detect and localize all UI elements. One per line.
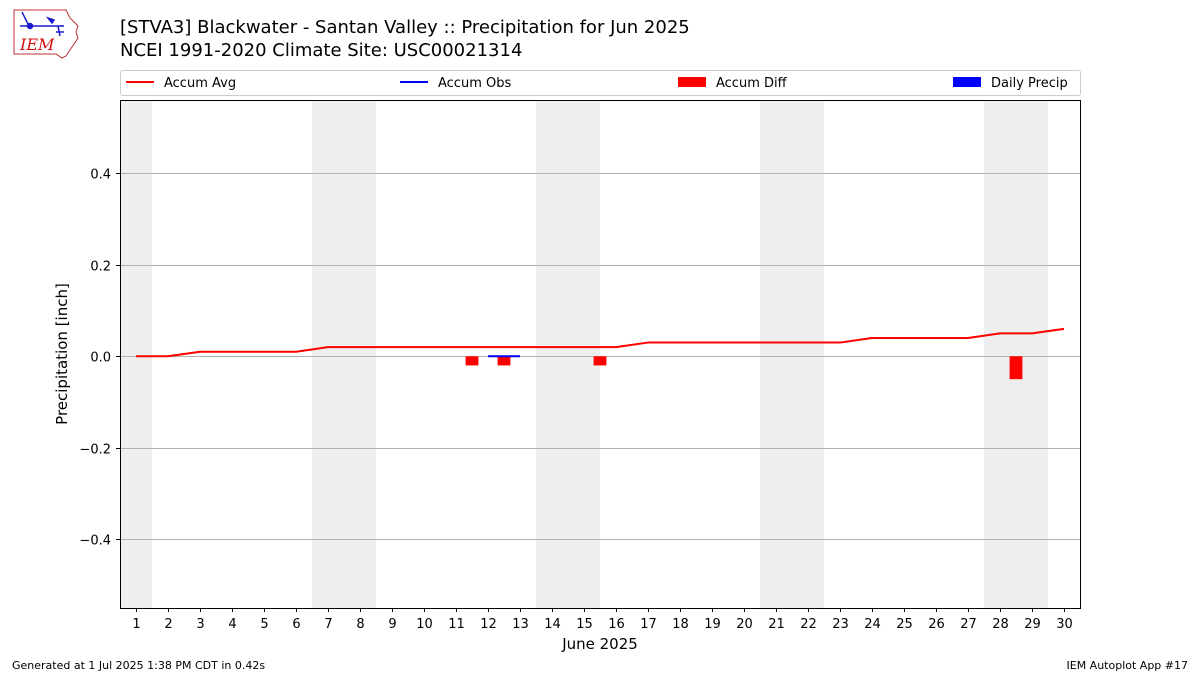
- y-tick-label: −0.4: [79, 534, 111, 549]
- x-tick-label: 26: [928, 617, 945, 632]
- x-tick-label: 23: [832, 617, 849, 632]
- x-tick-label: 20: [736, 617, 753, 632]
- weekend-band: [344, 100, 376, 608]
- x-tick-label: 24: [864, 617, 881, 632]
- x-tick-label: 11: [448, 617, 465, 632]
- x-tick-label: 9: [388, 617, 396, 632]
- weekend-band: [312, 100, 344, 608]
- x-tick-label: 8: [356, 617, 364, 632]
- weekend-band: [984, 100, 1016, 608]
- chart-title: [STVA3] Blackwater - Santan Valley :: Pr…: [120, 17, 690, 38]
- x-tick-label: 14: [544, 617, 561, 632]
- y-axis-label: Precipitation [inch]: [53, 283, 71, 425]
- x-tick-label: 1: [132, 617, 140, 632]
- weekend-shading: [120, 100, 1048, 608]
- weekend-band: [760, 100, 792, 608]
- x-tick-label: 29: [1024, 617, 1041, 632]
- x-tick-label: 10: [416, 617, 433, 632]
- chart-subtitle: NCEI 1991-2020 Climate Site: USC00021314: [120, 40, 523, 61]
- legend-label-accum-obs: Accum Obs: [438, 76, 511, 91]
- x-tick-label: 6: [292, 617, 300, 632]
- x-tick-label: 19: [704, 617, 721, 632]
- series-lines: [136, 327, 1065, 358]
- x-tick-label: 30: [1056, 617, 1073, 632]
- accum-diff-bars: [465, 356, 1023, 380]
- x-tick-label: 18: [672, 617, 689, 632]
- weekend-band: [1016, 100, 1048, 608]
- legend-label-accum-avg: Accum Avg: [164, 76, 236, 91]
- footer-generated-text: Generated at 1 Jul 2025 1:38 PM CDT in 0…: [12, 659, 266, 672]
- y-tick-label: 0.4: [90, 168, 111, 183]
- x-tick-label: 21: [768, 617, 785, 632]
- grid-lines: [120, 173, 1080, 540]
- x-tick-label: 4: [228, 617, 236, 632]
- legend-swatch-daily-precip: [953, 77, 981, 87]
- legend-label-daily-precip: Daily Precip: [991, 76, 1068, 91]
- y-axis: −0.4 −0.2 0.0 0.2 0.4: [79, 168, 120, 549]
- x-tick-label: 16: [608, 617, 625, 632]
- legend-frame: [120, 70, 1081, 96]
- x-tick-label: 7: [324, 617, 332, 632]
- x-tick-label: 3: [196, 617, 204, 632]
- weekend-band: [120, 100, 152, 608]
- accum-diff-bar: [593, 356, 607, 366]
- iem-logo: IEM: [13, 9, 79, 59]
- accum-diff-bar: [497, 356, 511, 366]
- x-tick-label: 27: [960, 617, 977, 632]
- x-tick-label: 15: [576, 617, 593, 632]
- logo-text: IEM: [19, 35, 55, 54]
- y-tick-label: 0.0: [90, 351, 111, 366]
- weather-instrument-icon: [20, 11, 64, 37]
- x-tick-label: 13: [512, 617, 529, 632]
- x-axis-label: June 2025: [561, 635, 638, 653]
- accum-diff-bar: [465, 356, 479, 366]
- y-tick-label: 0.2: [90, 260, 111, 275]
- plot-frame: [120, 100, 1081, 609]
- footer-app-text: IEM Autoplot App #17: [1066, 659, 1189, 672]
- weekend-band: [568, 100, 600, 608]
- legend-label-accum-diff: Accum Diff: [716, 76, 788, 91]
- x-tick-label: 28: [992, 617, 1009, 632]
- x-tick-label: 2: [164, 617, 172, 632]
- x-tick-label: 22: [800, 617, 817, 632]
- x-tick-label: 12: [480, 617, 497, 632]
- weekend-band: [536, 100, 568, 608]
- x-tick-label: 17: [640, 617, 657, 632]
- accum-diff-bar: [1009, 356, 1023, 380]
- x-tick-label: 25: [896, 617, 913, 632]
- legend-swatch-accum-diff: [678, 77, 706, 87]
- y-tick-label: −0.2: [79, 443, 111, 458]
- state-outline-icon: [13, 9, 79, 59]
- accum-avg-line: [136, 327, 1065, 358]
- x-axis: 1 2 3 4 5 6 7 8 9 10 11 12 13 14 15 16 17 18 19 20 21 22 23 24 2…: [132, 608, 1073, 632]
- weekend-band: [792, 100, 824, 608]
- x-tick-label: 5: [260, 617, 268, 632]
- legend: Accum Avg Accum Obs Accum Diff Daily Precip: [120, 70, 1081, 96]
